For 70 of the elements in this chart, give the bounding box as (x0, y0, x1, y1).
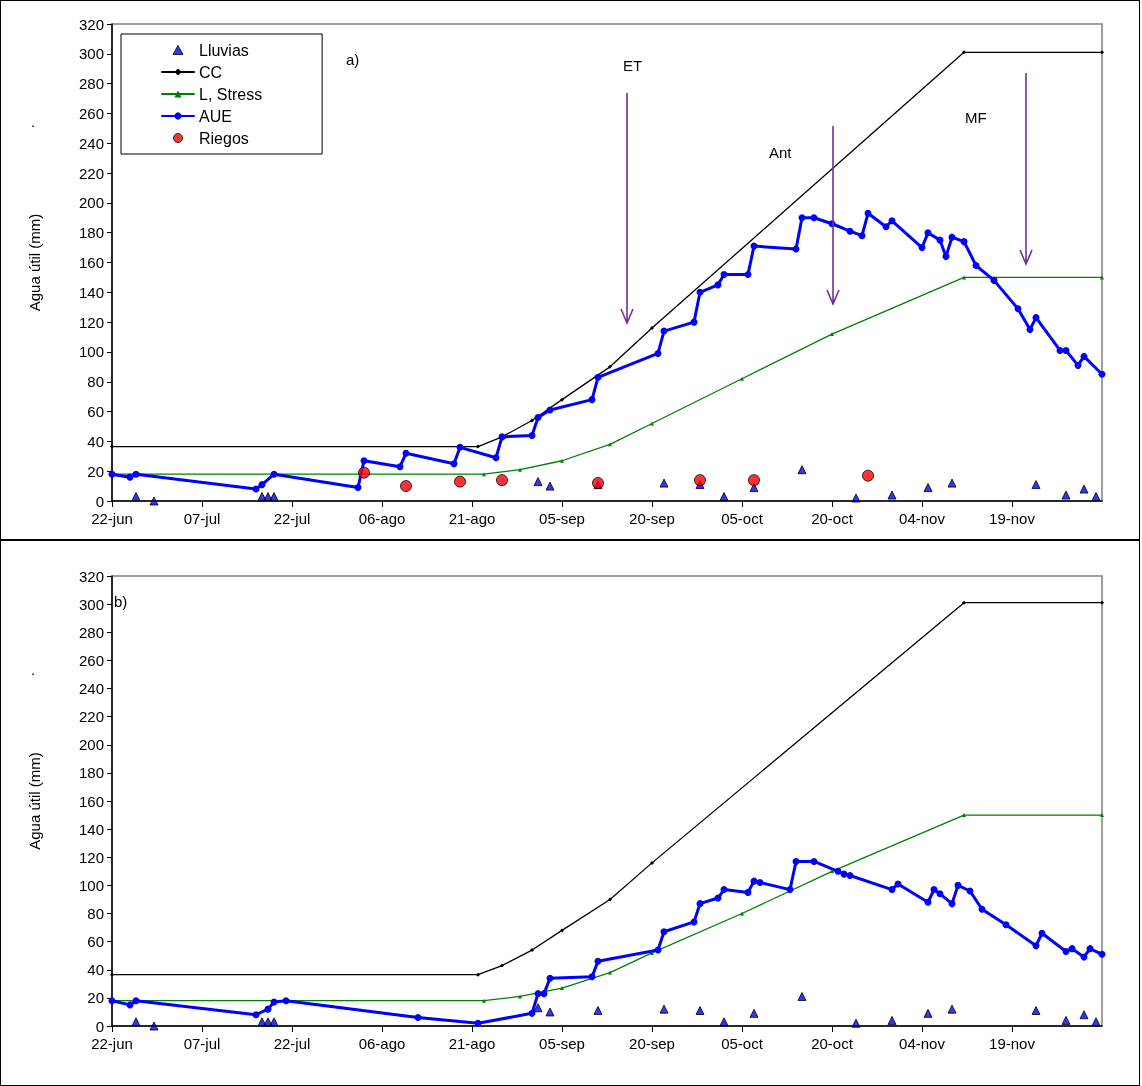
x-tick-label: 22-jun (91, 1035, 133, 1052)
y-tick-label: 200 (78, 736, 104, 754)
y-axis-title: Agua útil (mm) (26, 752, 43, 850)
y-tick-label: 200 (78, 194, 104, 212)
y-tick-label: 320 (78, 567, 104, 585)
x-tick-label: 06-ago (358, 1035, 406, 1052)
annotation: a) (346, 51, 360, 69)
y-tick-label: 20 (87, 989, 104, 1007)
x-tick-label: 07-jul (183, 1035, 221, 1052)
y-tick-label: 220 (78, 164, 104, 182)
y-tick-label: 280 (78, 623, 104, 641)
y-tick-label: 100 (78, 343, 104, 361)
x-tick-label: 05-sep (539, 510, 585, 527)
y-tick-label: 60 (87, 403, 104, 421)
x-tick-label: 06-ago (358, 510, 406, 527)
x-tick-label: 19-nov (989, 1035, 1036, 1052)
y-tick-label: 160 (78, 254, 104, 271)
y-tick-label: 120 (78, 848, 104, 866)
y-tick-label: 0 (95, 1017, 104, 1035)
x-tick-label: 04-nov (899, 510, 946, 527)
y-tick-label: 140 (78, 820, 104, 838)
x-tick-label: 22-jul (273, 1035, 311, 1052)
legend-label: Riegos (199, 129, 249, 147)
annotation: Ant (769, 144, 792, 162)
y-tick-label: 100 (78, 876, 104, 894)
x-tick-label: 05-oct (721, 510, 764, 527)
x-tick-label: 20-sep (629, 1035, 675, 1052)
x-tick-label: 22-jun (91, 510, 133, 527)
legend-label: L, Stress (199, 85, 263, 103)
y-tick-label: 220 (78, 708, 104, 726)
x-tick-label: 05-sep (539, 1035, 585, 1052)
y-tick-label: 140 (78, 283, 104, 301)
y-tick-label: 240 (78, 134, 104, 152)
x-tick-label: 20-oct (811, 510, 854, 527)
x-tick-label: 20-oct (811, 1035, 854, 1052)
legend-label: Lluvias (199, 41, 249, 59)
text: . (31, 661, 36, 679)
x-tick-label: 04-nov (899, 1035, 946, 1052)
annotation: MF (965, 109, 987, 127)
y-tick-label: 80 (87, 373, 104, 391)
y-tick-label: 300 (78, 45, 104, 63)
y-tick-label: 320 (78, 15, 104, 33)
y-tick-label: 20 (87, 462, 104, 480)
y-tick-label: 40 (87, 432, 104, 450)
annotation: b) (114, 593, 128, 611)
y-tick-label: 0 (95, 492, 104, 510)
x-tick-label: 20-sep (629, 510, 675, 527)
y-tick-label: 180 (78, 764, 104, 782)
y-tick-label: 240 (78, 680, 104, 697)
y-tick-label: 60 (87, 933, 104, 951)
legend-label: CC (199, 63, 223, 81)
annotation: ET (623, 57, 643, 75)
y-tick-label: 160 (78, 792, 104, 810)
y-tick-label: 280 (78, 75, 104, 93)
y-tick-label: 120 (78, 313, 104, 331)
x-tick-label: 22-jul (273, 510, 311, 527)
legend-label: AUE (199, 107, 232, 125)
y-tick-label: 40 (87, 961, 104, 979)
x-tick-label: 19-nov (989, 510, 1036, 527)
x-tick-label: 21-ago (448, 510, 496, 527)
x-tick-label: 05-oct (721, 1035, 764, 1052)
y-tick-label: 180 (78, 224, 104, 242)
x-tick-label: 07-jul (183, 510, 221, 527)
y-tick-label: 260 (78, 104, 104, 122)
y-axis-title: Agua útil (mm) (26, 213, 43, 312)
x-tick-label: 21-ago (448, 1035, 496, 1052)
y-tick-label: 300 (78, 595, 104, 613)
y-tick-label: 260 (78, 651, 104, 669)
y-tick-label: 80 (87, 905, 104, 922)
text: . (31, 113, 36, 131)
